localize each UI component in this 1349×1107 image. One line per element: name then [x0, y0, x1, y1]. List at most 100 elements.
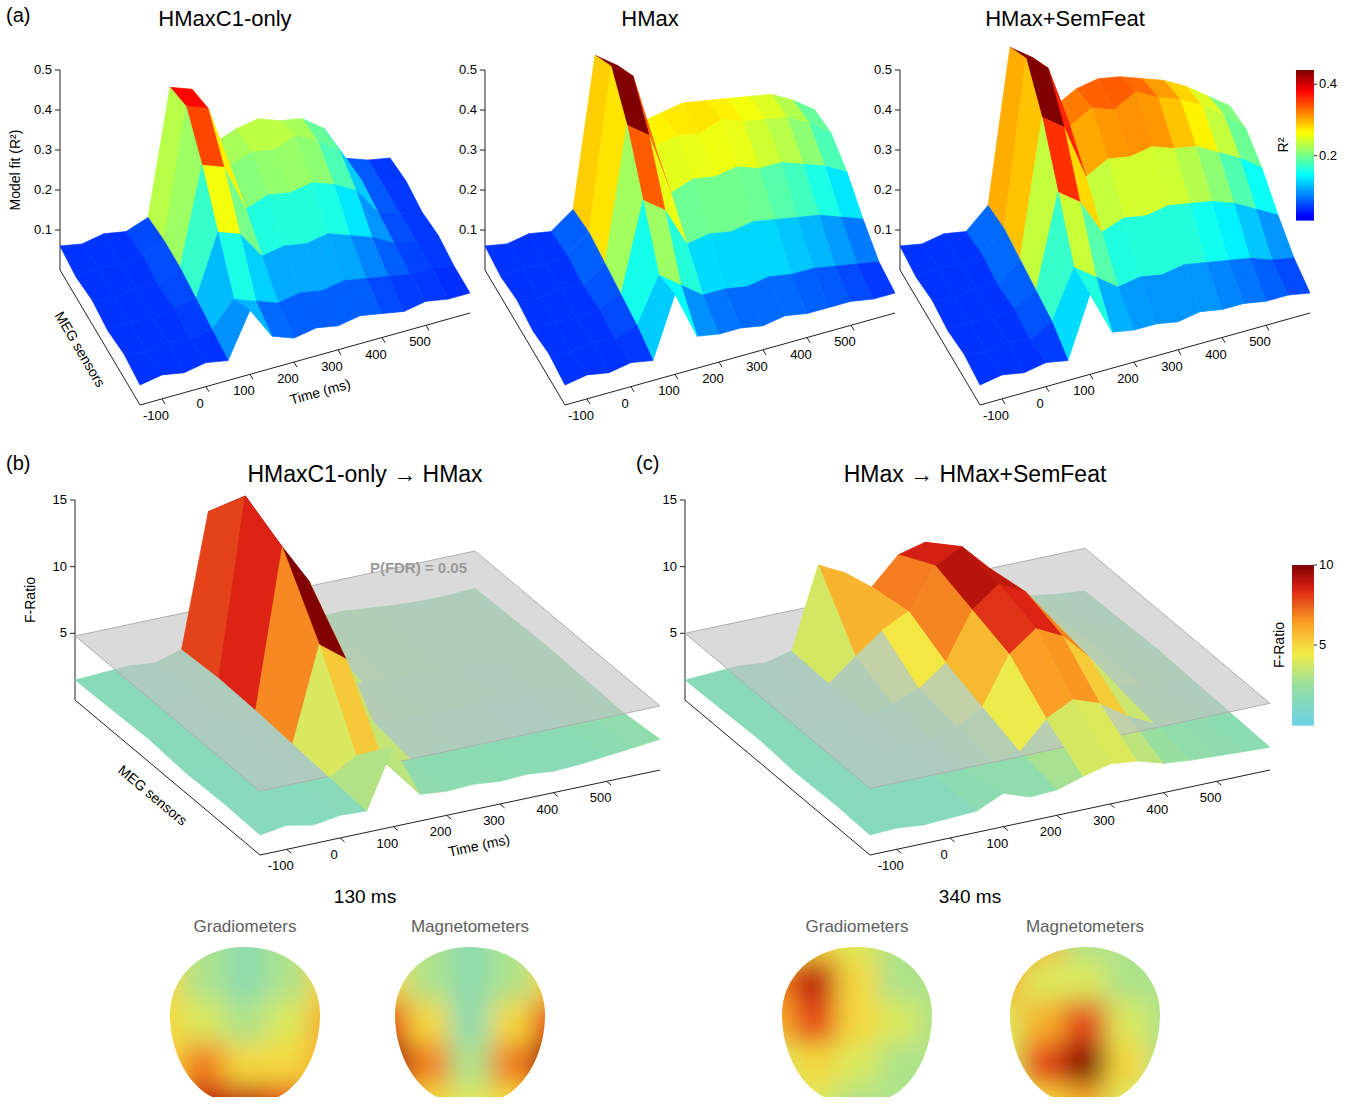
topomap-cell	[224, 1043, 267, 1086]
x-tick-label: 100	[376, 836, 398, 851]
x-tick	[1134, 362, 1137, 367]
topomap-cell	[407, 1043, 450, 1086]
z-tick	[895, 70, 900, 71]
x-axis-title: Time (ms)	[447, 831, 511, 860]
x-tick-label: 0	[1036, 396, 1043, 411]
topomap-cell	[449, 959, 492, 1002]
topomap-cell	[1148, 1001, 1191, 1044]
x-tick	[382, 338, 385, 343]
z-tick	[55, 230, 60, 231]
colorbar-tick	[1314, 645, 1317, 646]
x-tick	[250, 374, 253, 379]
x-tick-label: -100	[268, 858, 294, 873]
topomap-cell	[365, 1043, 408, 1086]
z-axis	[60, 70, 61, 270]
topomap-cell	[182, 1085, 225, 1107]
panel-label: (c)	[636, 452, 659, 474]
z-tick	[480, 190, 485, 191]
topomap-cell	[449, 1001, 492, 1044]
x-tick-label: 300	[746, 359, 768, 374]
z-tick	[895, 150, 900, 151]
x-tick-label: 400	[1146, 802, 1168, 817]
z-tick-label: 5	[60, 625, 67, 640]
z-tick-label: 0.5	[459, 62, 477, 77]
x-tick	[338, 350, 341, 355]
x-tick-label: 0	[196, 396, 203, 411]
x-tick	[500, 804, 505, 808]
topomap-field	[980, 917, 1191, 1107]
x-tick-label: 100	[233, 383, 255, 398]
z-tick-label: 0.3	[874, 142, 892, 157]
surface-cell	[293, 645, 357, 778]
topomap-cell	[224, 1085, 267, 1107]
z-tick	[55, 150, 60, 151]
colorbar-tick-label: 0.4	[1319, 76, 1337, 91]
topomap-cell	[1064, 917, 1107, 960]
x-tick	[1163, 793, 1168, 797]
colorbar-title: R²	[1275, 137, 1291, 152]
topomap-cell	[794, 1085, 837, 1107]
topomap-cell	[407, 917, 450, 960]
topomap-cell	[1064, 959, 1107, 1002]
topomap-cell	[1022, 1001, 1065, 1044]
z-tick-label: 10	[53, 559, 67, 574]
z-tick-label: 0.4	[874, 102, 892, 117]
topomap-cell	[491, 917, 534, 960]
x-tick	[675, 374, 678, 379]
topomap-cell	[224, 917, 267, 960]
topomap-cell	[365, 1001, 408, 1044]
topomap-cell	[407, 1001, 450, 1044]
z-tick	[70, 633, 75, 634]
topomap-cell	[1148, 1085, 1191, 1107]
x-tick-label: 500	[409, 334, 431, 349]
topomaps: 340 msGradiometersMagnetometers	[752, 886, 1191, 1107]
x-tick	[1217, 781, 1222, 785]
x-tick-label: -100	[878, 858, 904, 873]
surface-cell	[833, 798, 897, 835]
x-tick	[897, 849, 902, 853]
topomap-cell	[182, 959, 225, 1002]
axes: -10001002003004005000.10.20.30.40.5Model…	[7, 62, 470, 423]
x-tick-label: 500	[834, 334, 856, 349]
topomap-cell	[140, 1043, 183, 1086]
topomap-cell	[794, 1001, 837, 1044]
z-axis-title: F-Ratio	[22, 577, 38, 623]
z-axis	[685, 500, 686, 700]
x-tick	[851, 325, 854, 330]
x-tick	[1002, 399, 1005, 404]
topomap-field	[752, 917, 963, 1107]
z-tick-label: 0.3	[459, 142, 477, 157]
x-tick-label: 100	[1073, 383, 1095, 398]
axes: -10001002003004005000.10.20.30.40.5	[459, 62, 895, 423]
topomap-title: Gradiometers	[806, 917, 909, 936]
topomap-cell	[533, 1001, 576, 1044]
x-tick-label: -100	[143, 408, 169, 423]
figure: (a)HMaxC1-only-10001002003004005000.10.2…	[0, 0, 1349, 1107]
z-tick	[70, 500, 75, 501]
x-tick	[1057, 815, 1062, 819]
x-tick	[950, 838, 955, 842]
x-tick	[719, 362, 722, 367]
topomap-cell	[878, 1085, 921, 1107]
axes: -10001002003004005000.10.20.30.40.5	[874, 62, 1310, 423]
z-tick	[480, 230, 485, 231]
topomap-cell	[752, 959, 795, 1002]
topomaps: 130 msGradiometersMagnetometers	[140, 886, 576, 1107]
topomap-cell	[1022, 1085, 1065, 1107]
surface-cell	[948, 321, 986, 354]
topomap-cell	[1022, 917, 1065, 960]
colorbar-tick	[1314, 84, 1317, 85]
surface-cell	[533, 321, 571, 354]
z-tick	[55, 190, 60, 191]
panel-label: (b)	[6, 452, 30, 474]
topomap-cell	[980, 1043, 1023, 1086]
topomap-cell	[182, 917, 225, 960]
topomap-cell	[365, 959, 408, 1002]
x-tick-label: 300	[321, 359, 343, 374]
colorbar-tick	[1314, 155, 1317, 156]
x-tick-label: 100	[986, 836, 1008, 851]
topomap-cell	[533, 917, 576, 960]
topomap-cell	[266, 1085, 309, 1107]
x-tick	[447, 815, 452, 819]
x-tick	[294, 362, 297, 367]
